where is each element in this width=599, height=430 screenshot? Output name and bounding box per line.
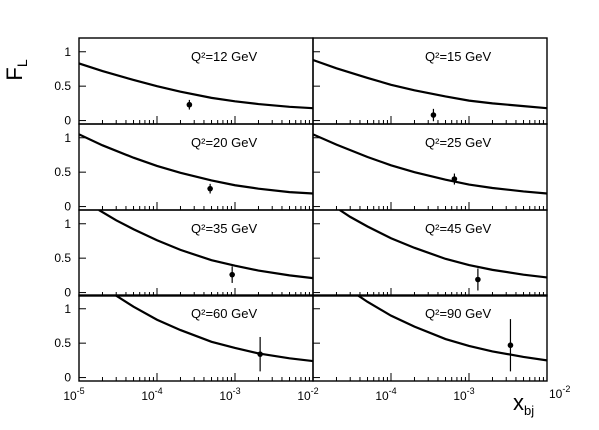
- theory-curve: [98, 210, 313, 280]
- x-tick-base: 10: [375, 389, 389, 403]
- x-tick-exponent: -2: [562, 384, 570, 394]
- axes-layer: 10-5 10-4 10-3 10-2 10-4 10-3 10-2: [63, 384, 570, 403]
- panel-1: Q²=12 GeV 0 0.5 1: [54, 37, 314, 128]
- panel-5: Q²=35 GeV 0 0.5 1: [54, 209, 314, 300]
- panel-label: Q²=60 GeV: [191, 306, 257, 321]
- panel-label: Q²=20 GeV: [191, 135, 257, 150]
- y-tick-label: 1: [64, 217, 71, 231]
- y-tick-label: 1: [64, 302, 71, 316]
- y-tick-label: 0.5: [54, 336, 71, 350]
- x-axis-title-sub: bj: [524, 403, 534, 418]
- panel-4: Q²=25 GeV: [312, 123, 548, 211]
- panel-frame: [312, 209, 548, 297]
- x-tick-label: 10-3: [453, 386, 474, 403]
- data-point: [475, 276, 481, 283]
- x-tick-base: 10: [453, 389, 467, 403]
- x-tick-exponent: -4: [155, 386, 163, 396]
- x-tick-label: 10-5: [63, 386, 84, 403]
- panel-label: Q²=12 GeV: [191, 49, 257, 64]
- data-point: [430, 112, 437, 118]
- y-tick-label: 1: [64, 45, 71, 59]
- x-tick-exponent: -3: [467, 386, 475, 396]
- panel-7: Q²=60 GeV 0 0.5 1: [54, 294, 314, 385]
- data-point: [207, 185, 213, 192]
- x-tick-exponent: -3: [233, 386, 241, 396]
- y-tick-label: 0: [64, 371, 71, 385]
- x-tick-base: 10: [141, 389, 155, 403]
- data-point: [186, 101, 193, 108]
- data-point: [257, 351, 263, 357]
- panel-label: Q²=90 GeV: [425, 306, 491, 321]
- panel-frame: [312, 294, 548, 382]
- x-tick-base: 10: [549, 387, 563, 401]
- y-tick-label: 0: [64, 200, 71, 214]
- theory-curve: [339, 210, 547, 279]
- x-tick-exponent: -2: [311, 386, 319, 396]
- data-point: [507, 342, 514, 349]
- x-tick-label: 10-2: [549, 384, 570, 401]
- x-tick-base: 10: [219, 389, 233, 403]
- theory-curve: [79, 62, 313, 110]
- y-axis-title: FL: [2, 59, 30, 80]
- y-tick-label: 0.5: [54, 251, 71, 265]
- theory-curve: [313, 133, 547, 195]
- y-tick-label: 1: [64, 131, 71, 145]
- data-point: [451, 176, 458, 182]
- data-point: [229, 271, 235, 278]
- panel-label: Q²=15 GeV: [425, 49, 491, 64]
- x-tick-label: 10-3: [219, 386, 240, 403]
- x-axis-title-main: x: [513, 390, 524, 415]
- y-tick-label: 0.5: [54, 79, 71, 93]
- panel-label: Q²=25 GeV: [425, 135, 491, 150]
- theory-curve: [79, 133, 313, 195]
- panel-label: Q²=45 GeV: [425, 221, 491, 236]
- x-tick-base: 10: [297, 389, 311, 403]
- panel-8: Q²=90 GeV: [312, 294, 548, 382]
- theory-curve: [114, 295, 313, 363]
- y-tick-label: 0.5: [54, 165, 71, 179]
- y-axis-title-main: F: [2, 67, 27, 80]
- panel-label: Q²=35 GeV: [191, 221, 257, 236]
- panel-6: Q²=45 GeV: [312, 209, 548, 297]
- x-tick-label: 10-4: [141, 386, 162, 403]
- y-axis-title-sub: L: [14, 59, 30, 67]
- panel-3: Q²=20 GeV 0 0.5 1: [54, 123, 314, 214]
- x-tick-exponent: -4: [389, 386, 397, 396]
- x-tick-label: 10-2: [297, 386, 318, 403]
- y-tick-label: 0: [64, 286, 71, 300]
- y-tick-label: 0: [64, 114, 71, 128]
- x-tick-exponent: -5: [77, 386, 85, 396]
- theory-curve: [313, 58, 547, 110]
- x-tick-base: 10: [63, 389, 77, 403]
- theory-curve: [356, 295, 547, 362]
- x-tick-label: 10-4: [375, 386, 396, 403]
- x-axis-title: xbj: [513, 390, 534, 418]
- panel-2: Q²=15 GeV: [312, 37, 548, 125]
